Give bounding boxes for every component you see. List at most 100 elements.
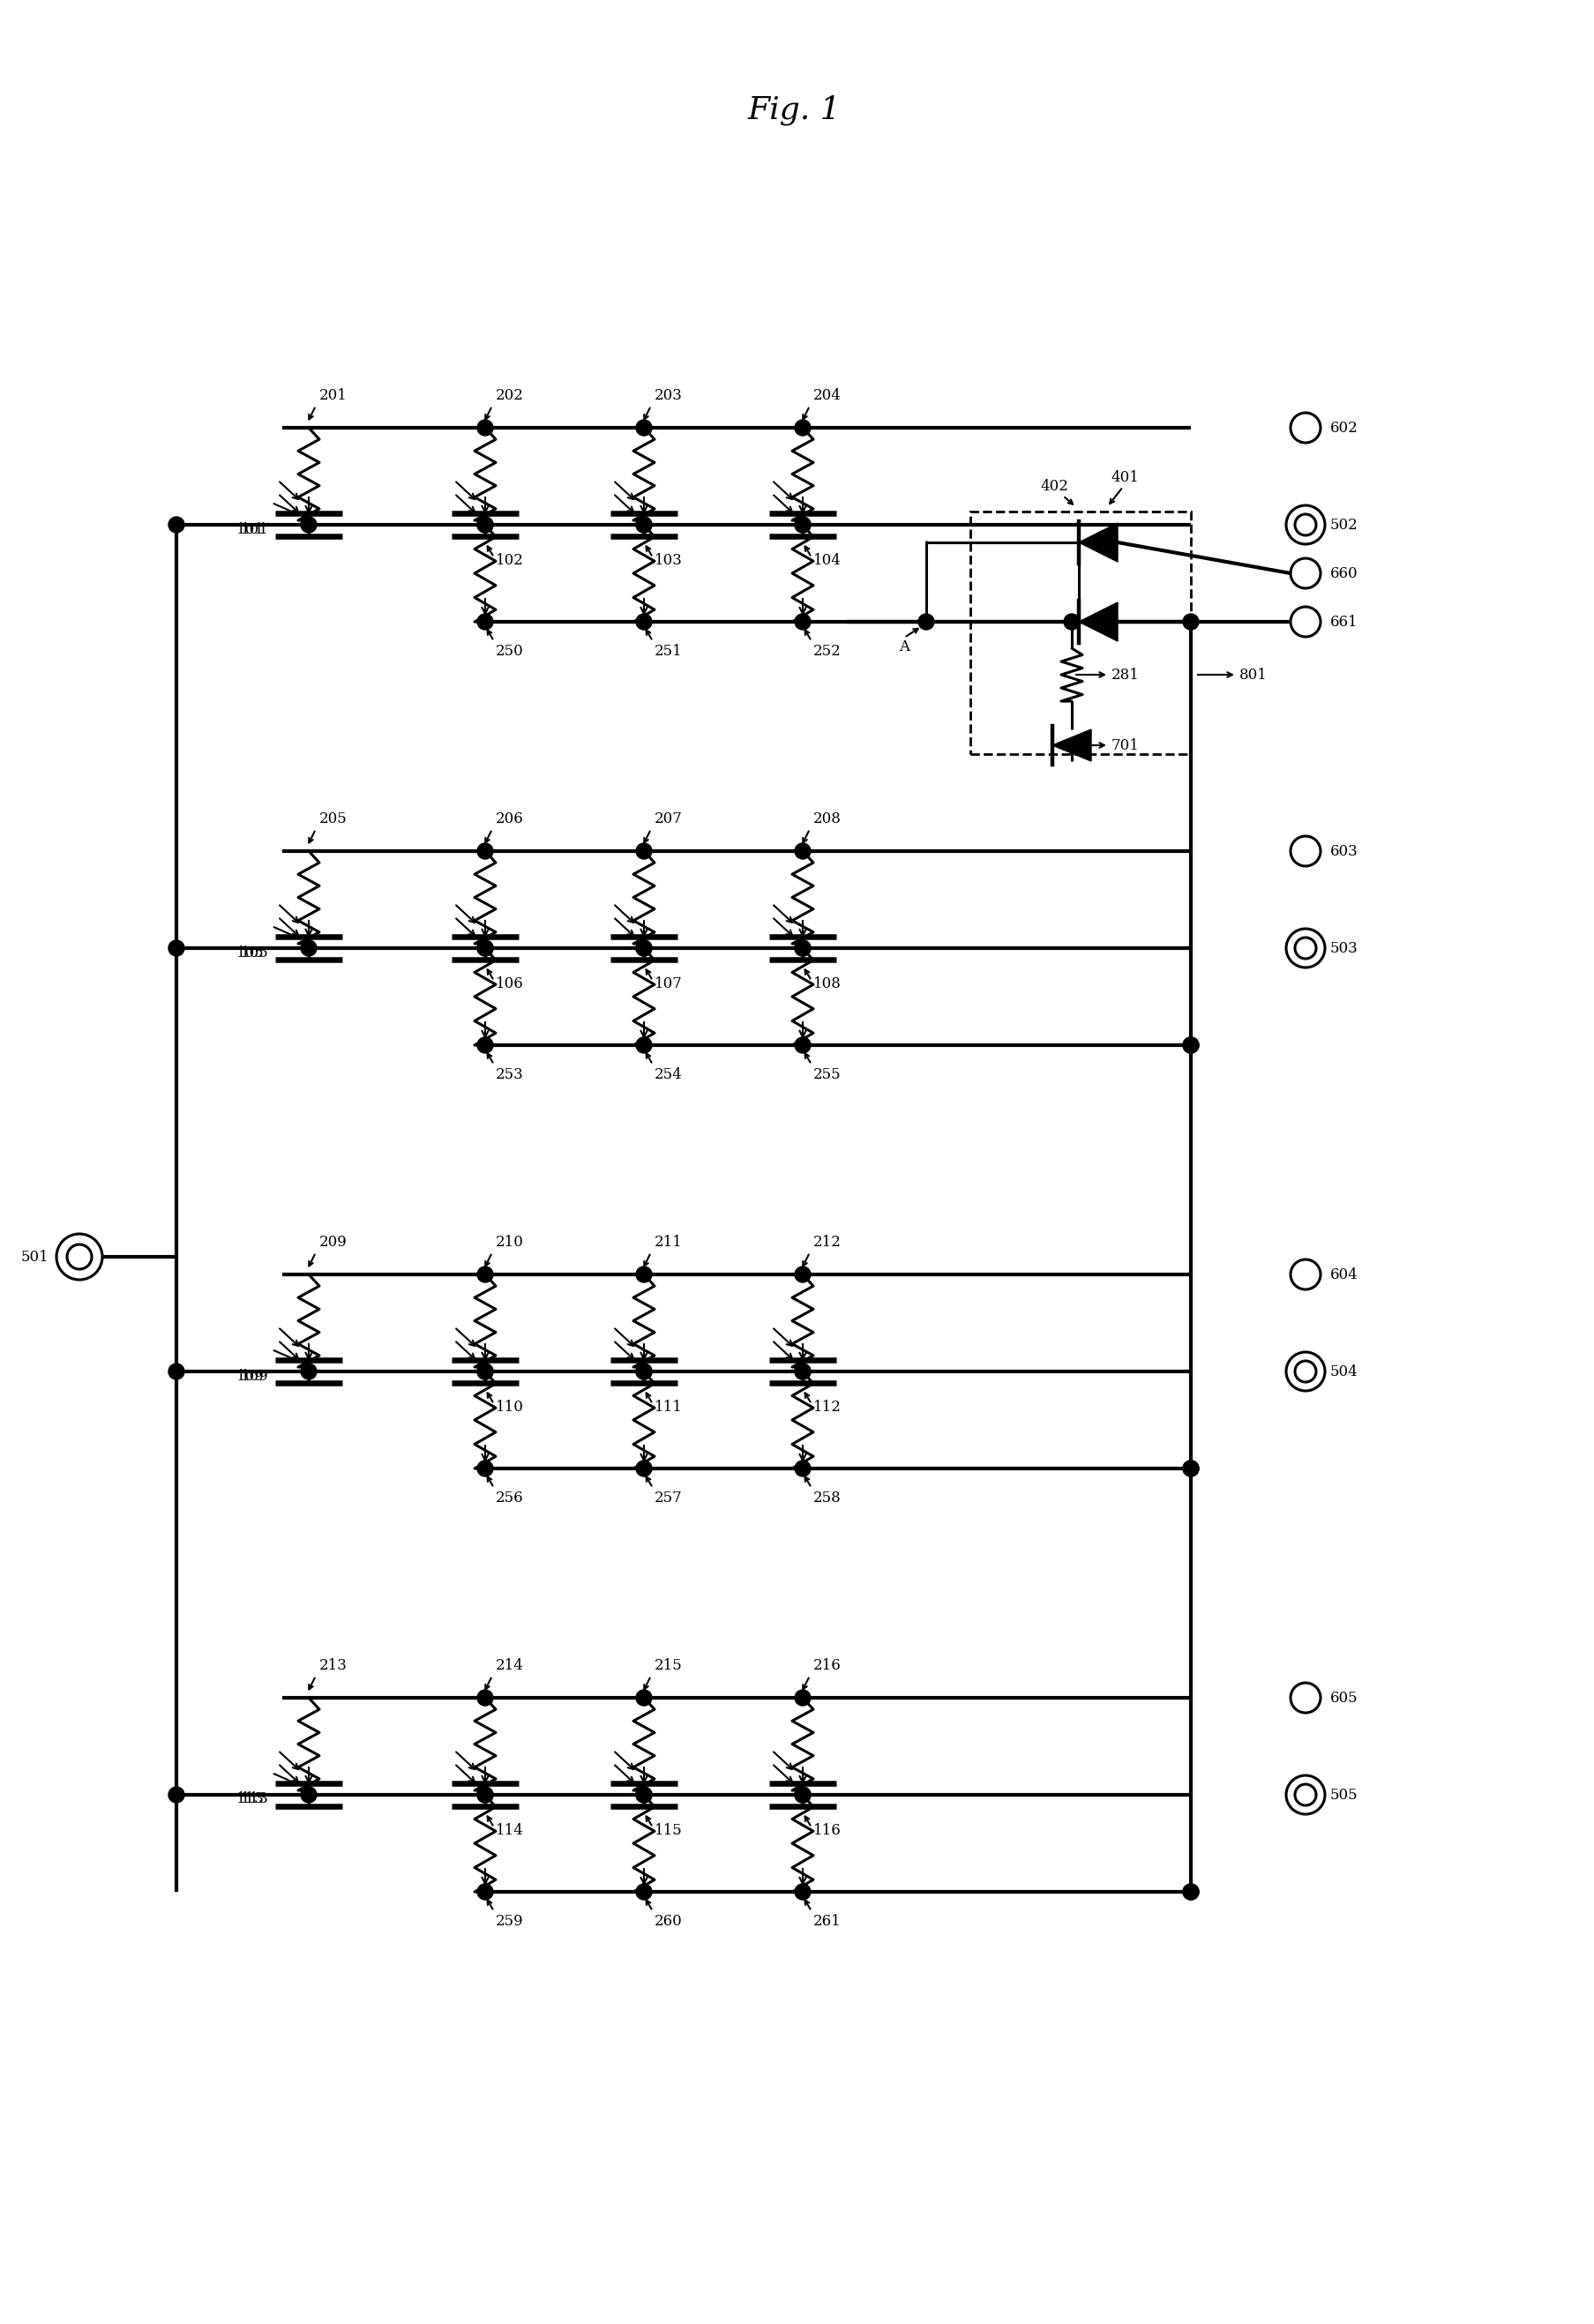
Circle shape	[301, 1787, 317, 1803]
Circle shape	[636, 844, 652, 860]
Text: 505: 505	[1331, 1787, 1358, 1803]
Circle shape	[169, 1787, 185, 1803]
Circle shape	[477, 1885, 493, 1899]
Circle shape	[477, 1690, 493, 1706]
Text: 109: 109	[236, 1369, 265, 1383]
Circle shape	[795, 614, 811, 630]
Text: 101: 101	[236, 521, 265, 537]
Circle shape	[477, 1037, 493, 1053]
Text: 113: 113	[236, 1792, 265, 1806]
Circle shape	[477, 1364, 493, 1380]
Text: 251: 251	[655, 644, 682, 658]
Text: 105: 105	[241, 946, 269, 960]
Text: A: A	[899, 639, 910, 655]
Circle shape	[636, 1267, 652, 1283]
Text: 281: 281	[1111, 667, 1140, 683]
Circle shape	[795, 1885, 811, 1899]
Circle shape	[1183, 1037, 1199, 1053]
Circle shape	[795, 516, 811, 532]
Text: 701: 701	[1111, 737, 1140, 753]
Polygon shape	[1079, 523, 1117, 562]
Text: 260: 260	[655, 1915, 682, 1929]
Circle shape	[301, 516, 317, 532]
Text: 401: 401	[1111, 469, 1138, 486]
Circle shape	[795, 1787, 811, 1803]
Circle shape	[169, 516, 185, 532]
Text: 108: 108	[813, 976, 842, 990]
Polygon shape	[1079, 602, 1117, 641]
Bar	[971, 511, 1191, 753]
Circle shape	[477, 1787, 493, 1803]
Text: 504: 504	[1331, 1364, 1358, 1378]
Text: 603: 603	[1331, 844, 1358, 858]
Circle shape	[795, 421, 811, 435]
Circle shape	[795, 941, 811, 955]
Text: 604: 604	[1331, 1267, 1358, 1283]
Text: 501: 501	[21, 1250, 48, 1264]
Circle shape	[795, 844, 811, 860]
Circle shape	[636, 516, 652, 532]
Text: 257: 257	[655, 1490, 682, 1506]
Text: 112: 112	[813, 1399, 842, 1415]
Text: 661: 661	[1331, 614, 1358, 630]
Circle shape	[301, 1364, 317, 1380]
Text: 250: 250	[496, 644, 524, 658]
Circle shape	[636, 1364, 652, 1380]
Circle shape	[795, 1267, 811, 1283]
Circle shape	[477, 941, 493, 955]
Text: 110: 110	[496, 1399, 524, 1415]
Circle shape	[1183, 1459, 1199, 1476]
Circle shape	[795, 1037, 811, 1053]
Circle shape	[1183, 1459, 1199, 1476]
Circle shape	[169, 1364, 185, 1380]
Text: 253: 253	[496, 1067, 524, 1083]
Text: 103: 103	[655, 553, 682, 567]
Text: 201: 201	[319, 388, 347, 402]
Text: 216: 216	[813, 1657, 842, 1673]
Circle shape	[795, 516, 811, 532]
Circle shape	[169, 941, 185, 955]
Text: 602: 602	[1331, 421, 1358, 435]
Text: 109: 109	[241, 1369, 269, 1383]
Text: 402: 402	[1039, 479, 1068, 495]
Polygon shape	[1052, 730, 1092, 762]
Text: 660: 660	[1331, 565, 1358, 581]
Text: 801: 801	[1240, 667, 1267, 683]
Text: 259: 259	[496, 1915, 524, 1929]
Text: 254: 254	[655, 1067, 682, 1083]
Circle shape	[477, 614, 493, 630]
Circle shape	[795, 941, 811, 955]
Text: 116: 116	[813, 1822, 842, 1838]
Text: 252: 252	[813, 644, 842, 658]
Text: 104: 104	[813, 553, 842, 567]
Text: 212: 212	[813, 1234, 842, 1250]
Text: 101: 101	[241, 521, 269, 537]
Circle shape	[477, 516, 493, 532]
Text: 114: 114	[496, 1822, 524, 1838]
Circle shape	[795, 1787, 811, 1803]
Text: 208: 208	[813, 811, 842, 827]
Text: 215: 215	[655, 1657, 682, 1673]
Circle shape	[636, 1787, 652, 1803]
Text: 105: 105	[236, 946, 265, 960]
Text: 113: 113	[241, 1792, 269, 1806]
Text: 261: 261	[813, 1915, 842, 1929]
Circle shape	[477, 1267, 493, 1283]
Text: 111: 111	[655, 1399, 682, 1415]
Text: 107: 107	[655, 976, 682, 990]
Text: 213: 213	[319, 1657, 347, 1673]
Text: 605: 605	[1331, 1690, 1358, 1706]
Text: 206: 206	[496, 811, 524, 827]
Circle shape	[1183, 614, 1199, 630]
Text: 106: 106	[496, 976, 524, 990]
Text: 503: 503	[1331, 941, 1358, 955]
Circle shape	[301, 941, 317, 955]
Text: 209: 209	[319, 1234, 347, 1250]
Circle shape	[795, 1364, 811, 1380]
Text: 214: 214	[496, 1657, 524, 1673]
Text: 502: 502	[1331, 518, 1358, 532]
Circle shape	[636, 614, 652, 630]
Circle shape	[636, 1364, 652, 1380]
Circle shape	[636, 1037, 652, 1053]
Circle shape	[795, 1459, 811, 1476]
